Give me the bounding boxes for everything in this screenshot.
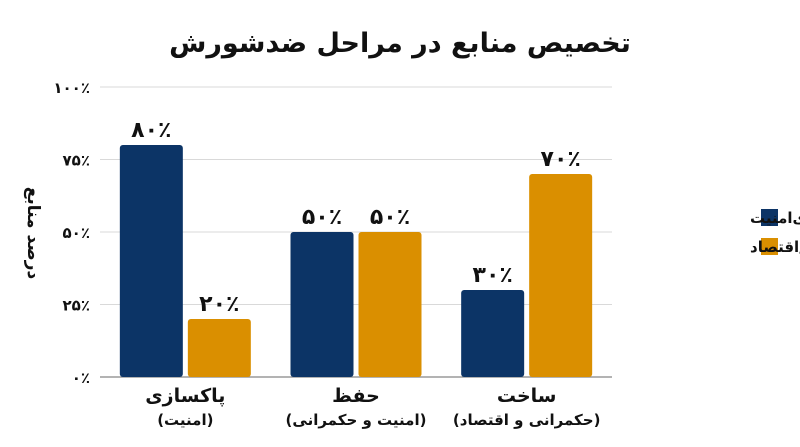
legend: سرمه‌ای‌امنیت حکمرانی/اقتصاد — [750, 209, 800, 256]
category-label: پاکسازی — [145, 385, 225, 407]
category-subtitle: (حکمرانی و اقتصاد) — [453, 411, 601, 429]
legend-swatch — [761, 209, 778, 226]
data-labels: ۸۰٪ ۲۰٪ ۵۰٪ ۵۰٪ ۳۰٪ ۷۰٪ — [131, 118, 581, 317]
chart-title: تخصیص منابع در مراحل ضدشورش — [169, 28, 631, 59]
data-label: ۵۰٪ — [302, 205, 342, 230]
data-label: ۷۰٪ — [541, 147, 581, 172]
y-tick-label: ۲۵٪ — [63, 297, 90, 315]
bar-governance-2 — [529, 174, 593, 377]
bar-governance-1 — [358, 232, 422, 377]
gridlines — [100, 86, 612, 378]
data-label: ۲۰٪ — [199, 292, 239, 317]
y-tick-label: ۵۰٪ — [63, 224, 90, 242]
y-tick-label: ۰٪ — [72, 369, 90, 387]
bar-governance-0 — [187, 319, 251, 377]
bar-security-2 — [461, 290, 525, 377]
y-axis-label: درصد منابع — [23, 187, 43, 280]
legend-label: حکمرانی/اقتصاد — [750, 238, 800, 256]
legend-swatch — [761, 238, 778, 255]
category-labels: پاکسازی (امنیت) حفظ (امنیت و حکمرانی) ساخت (ح… — [145, 385, 600, 429]
y-tick-label: ۱۰۰٪ — [53, 79, 90, 97]
y-axis-ticks: ۰٪ ۲۵٪ ۵۰٪ ۷۵٪ ۱۰۰٪ — [53, 79, 90, 387]
data-label: ۳۰٪ — [473, 263, 513, 288]
category-label: حفظ — [332, 385, 380, 407]
legend-label: سرمه‌ای‌امنیت — [750, 209, 800, 227]
category-label: ساخت — [497, 385, 557, 407]
bar-security-1 — [290, 232, 354, 377]
data-label: ۵۰٪ — [370, 205, 410, 230]
bars — [119, 145, 593, 377]
y-tick-label: ۷۵٪ — [63, 152, 90, 170]
data-label: ۸۰٪ — [131, 118, 171, 143]
category-subtitle: (امنیت) — [157, 411, 213, 429]
bar-security-0 — [119, 145, 183, 377]
category-subtitle: (امنیت و حکمرانی) — [286, 411, 427, 429]
